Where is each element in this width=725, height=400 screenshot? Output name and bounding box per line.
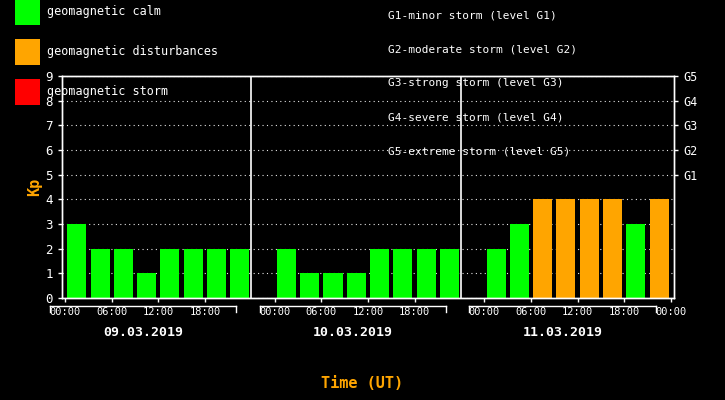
Text: G1-minor storm (level G1): G1-minor storm (level G1): [388, 10, 557, 20]
Text: G2-moderate storm (level G2): G2-moderate storm (level G2): [388, 44, 577, 54]
Bar: [183, 249, 203, 298]
Bar: [626, 224, 645, 298]
Bar: [300, 273, 319, 298]
Text: 09.03.2019: 09.03.2019: [103, 326, 183, 338]
Bar: [160, 249, 180, 298]
Bar: [347, 273, 366, 298]
Bar: [91, 249, 109, 298]
Bar: [440, 249, 459, 298]
Bar: [650, 199, 668, 298]
Bar: [417, 249, 436, 298]
Bar: [486, 249, 505, 298]
Bar: [533, 199, 552, 298]
Bar: [114, 249, 133, 298]
Text: G5-extreme storm (level G5): G5-extreme storm (level G5): [388, 146, 570, 156]
Bar: [323, 273, 342, 298]
Text: Time (UT): Time (UT): [321, 376, 404, 392]
Bar: [580, 199, 599, 298]
Bar: [231, 249, 249, 298]
Bar: [67, 224, 86, 298]
Text: 10.03.2019: 10.03.2019: [312, 326, 393, 338]
Text: geomagnetic storm: geomagnetic storm: [47, 86, 168, 98]
Text: geomagnetic disturbances: geomagnetic disturbances: [47, 46, 218, 58]
Bar: [510, 224, 529, 298]
Bar: [137, 273, 156, 298]
Text: 11.03.2019: 11.03.2019: [523, 326, 602, 338]
Text: geomagnetic calm: geomagnetic calm: [47, 6, 161, 18]
Bar: [394, 249, 413, 298]
Text: G3-strong storm (level G3): G3-strong storm (level G3): [388, 78, 563, 88]
Y-axis label: Kp: Kp: [28, 178, 42, 196]
Text: G4-severe storm (level G4): G4-severe storm (level G4): [388, 112, 563, 122]
Bar: [277, 249, 296, 298]
Bar: [556, 199, 576, 298]
Bar: [603, 199, 622, 298]
Bar: [370, 249, 389, 298]
Bar: [207, 249, 226, 298]
